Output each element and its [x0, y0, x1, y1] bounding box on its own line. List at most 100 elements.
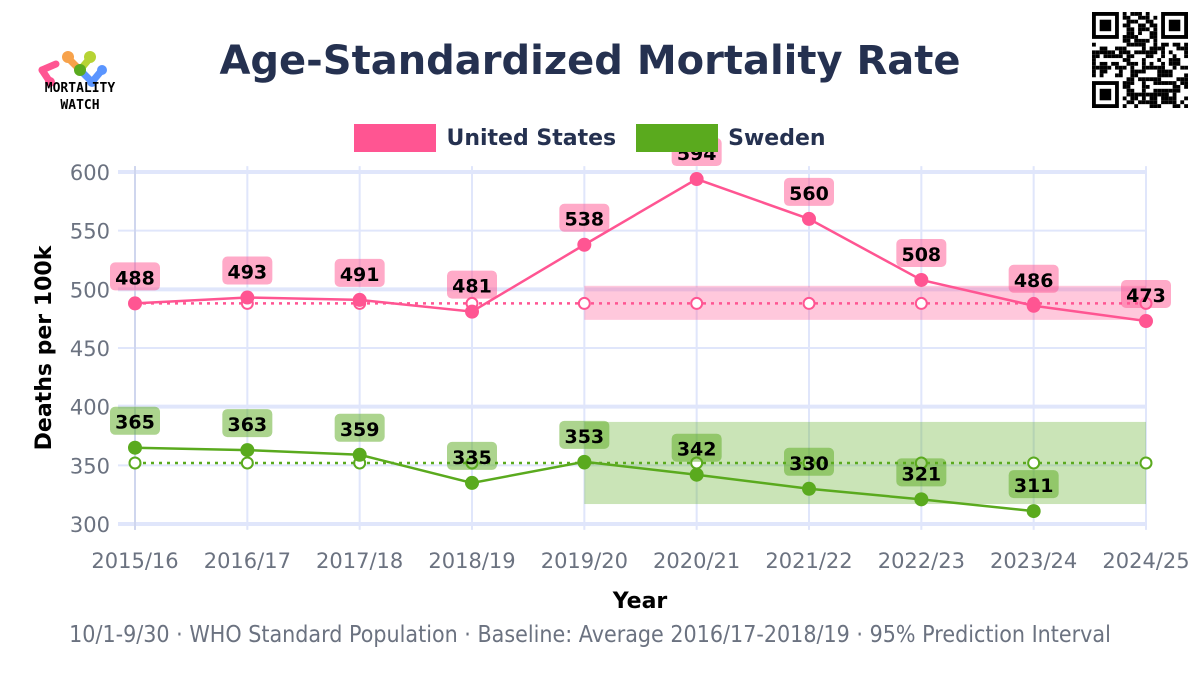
y-tick-label: 300 [70, 513, 110, 537]
logo-icon [38, 51, 107, 87]
logo-text-line2: WATCH [60, 98, 100, 113]
baseline-marker [802, 296, 816, 310]
data-point [689, 467, 704, 482]
data-label: 342 [677, 439, 717, 461]
data-point [1026, 504, 1041, 519]
legend-item-sweden[interactable]: Sweden [636, 124, 826, 152]
baseline-marker [240, 456, 254, 470]
data-point [802, 481, 816, 496]
data-point [914, 272, 929, 287]
logo-text-line1: MORTALITY [44, 81, 116, 96]
data-label-box [447, 441, 497, 470]
data-label: 486 [1014, 270, 1054, 292]
data-point [240, 443, 255, 458]
baseline-marker [128, 456, 142, 470]
baseline-marker [690, 296, 704, 310]
data-point [352, 447, 367, 462]
data-label: 363 [227, 414, 267, 436]
chart-subtitle: 10/1-9/30 · WHO Standard Population · Ba… [69, 622, 1111, 648]
data-point [577, 237, 592, 252]
y-tick-label: 500 [70, 278, 110, 302]
data-point [577, 454, 592, 469]
data-label-box [1121, 280, 1171, 309]
x-tick-label: 2022/23 [878, 549, 965, 573]
series-sweden: 365 363 359 335 353 342 330 321 311 [110, 406, 1153, 519]
data-point [128, 296, 142, 311]
data-point [802, 211, 816, 226]
y-tick-label: 400 [70, 396, 110, 420]
data-point [352, 292, 367, 307]
x-tick-label: 2015/16 [91, 549, 178, 573]
data-label: 560 [789, 183, 829, 205]
x-tick-label: 2024/25 [1102, 549, 1189, 573]
baseline-marker [1139, 456, 1153, 470]
data-label-box [1008, 470, 1059, 499]
data-point [1026, 298, 1041, 313]
data-point [465, 475, 479, 490]
data-label: 365 [115, 412, 155, 434]
y-tick-label: 550 [70, 220, 110, 244]
data-label: 335 [452, 447, 492, 469]
x-tick-label: 2018/19 [428, 549, 515, 573]
data-label-box [222, 256, 273, 285]
data-label: 353 [564, 426, 604, 448]
x-tick-label: 2017/18 [316, 549, 403, 573]
y-axis-title: Deaths per 100k [32, 244, 57, 450]
data-label: 508 [901, 244, 941, 266]
x-tick-label: 2021/22 [765, 549, 852, 573]
data-label: 481 [452, 276, 492, 298]
series-line [134, 177, 1147, 323]
data-point [914, 492, 929, 507]
baseline-marker [914, 296, 928, 310]
x-axis-title: Year [612, 589, 668, 614]
legend-item-united-states[interactable]: United States [354, 124, 616, 152]
data-label: 538 [564, 209, 604, 231]
data-label: 473 [1126, 285, 1166, 307]
data-label: 330 [789, 453, 829, 475]
y-tick-label: 350 [70, 454, 110, 478]
data-point [465, 304, 479, 319]
data-label: 488 [115, 267, 155, 289]
y-tick-label: 600 [70, 161, 110, 185]
data-point [1139, 314, 1153, 329]
logo-text: MORTALITY WATCH [22, 80, 138, 114]
data-label-box [671, 433, 722, 462]
legend-swatch [636, 124, 719, 152]
legend-label: United States [446, 125, 617, 151]
data-label-box [110, 262, 160, 291]
legend-swatch [354, 124, 437, 152]
x-tick-label: 2016/17 [204, 549, 291, 573]
data-point [128, 440, 142, 455]
data-label: 493 [227, 262, 267, 284]
baseline-marker [1027, 456, 1041, 470]
data-label-box [334, 413, 385, 442]
data-label-box [447, 270, 497, 299]
y-tick-label: 450 [70, 337, 110, 361]
data-label-box [1008, 264, 1059, 293]
data-label: 491 [340, 264, 380, 286]
data-label: 321 [901, 463, 941, 485]
data-label-box [222, 409, 273, 438]
data-label: 359 [340, 419, 380, 441]
data-label: 311 [1014, 475, 1054, 497]
data-label-box [784, 447, 834, 476]
x-tick-label: 2019/20 [541, 549, 628, 573]
data-label-box [110, 406, 160, 435]
chart-title: Age-Standardized Mortality Rate [219, 38, 961, 84]
data-label-box [896, 458, 947, 487]
qr-code-icon [1092, 12, 1188, 108]
data-label-box [559, 420, 610, 449]
x-tick-label: 2023/24 [990, 549, 1077, 573]
data-label-box [559, 203, 610, 232]
data-label-box [784, 177, 834, 206]
data-point [689, 172, 704, 187]
baseline-marker [577, 296, 591, 310]
data-point [240, 290, 255, 305]
legend-label: Sweden [728, 125, 826, 151]
x-tick-label: 2020/21 [653, 549, 740, 573]
legend: United States Sweden [0, 124, 1180, 152]
data-label-box [334, 258, 385, 287]
data-label-box [896, 238, 947, 267]
